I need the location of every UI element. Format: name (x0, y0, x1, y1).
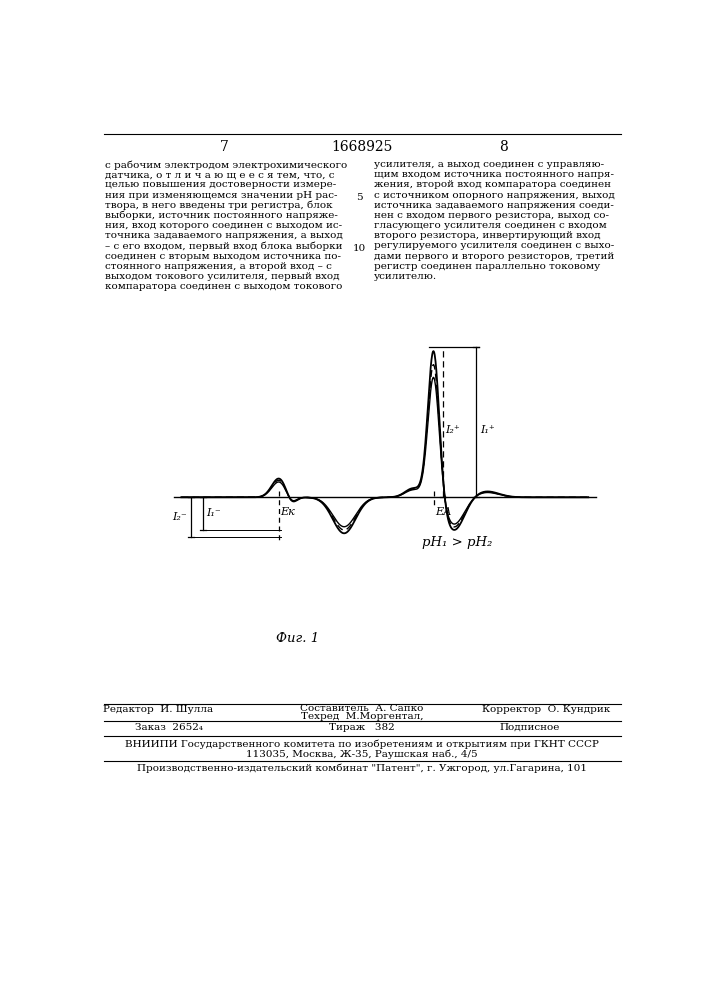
Text: Тираж   382: Тираж 382 (329, 723, 395, 732)
Text: 8: 8 (498, 140, 508, 154)
Text: с рабочим электродом электрохимического: с рабочим электродом электрохимического (105, 160, 348, 170)
Text: усилителю.: усилителю. (373, 272, 437, 281)
Text: выборки, источник постоянного напряже-: выборки, источник постоянного напряже- (105, 211, 339, 220)
Text: ния, вход которого соединен с выходом ис-: ния, вход которого соединен с выходом ис… (105, 221, 343, 230)
Text: – с его входом, первый вход блока выборки: – с его входом, первый вход блока выборк… (105, 241, 343, 251)
Text: источника задаваемого напряжения соеди-: источника задаваемого напряжения соеди- (373, 201, 614, 210)
Text: 7: 7 (220, 140, 228, 154)
Text: Техред  М.Моргентал,: Техред М.Моргентал, (300, 712, 423, 721)
Text: выходом токового усилителя, первый вход: выходом токового усилителя, первый вход (105, 272, 340, 281)
Text: компаратора соединен с выходом токового: компаратора соединен с выходом токового (105, 282, 343, 291)
Text: Корректор  О. Кундрик: Корректор О. Кундрик (481, 705, 609, 714)
Text: I₁⁻: I₁⁻ (206, 508, 221, 518)
Text: I₂⁻: I₂⁻ (172, 512, 187, 522)
Text: твора, в него введены три регистра, блок: твора, в него введены три регистра, блок (105, 201, 333, 210)
Text: Фиг. 1: Фиг. 1 (276, 632, 319, 645)
Text: Редактор  И. Шулла: Редактор И. Шулла (103, 705, 214, 714)
Text: I₂⁺: I₂⁺ (445, 425, 460, 435)
Text: ВНИИПИ Государственного комитета по изобретениям и открытиям при ГКНТ СССР: ВНИИПИ Государственного комитета по изоб… (125, 739, 599, 749)
Text: Производственно-издательский комбинат "Патент", г. Ужгород, ул.Гагарина, 101: Производственно-издательский комбинат "П… (137, 764, 587, 773)
Text: соединен с вторым выходом источника по-: соединен с вторым выходом источника по- (105, 252, 341, 261)
Text: с источником опорного напряжения, выход: с источником опорного напряжения, выход (373, 191, 614, 200)
Text: целью повышения достоверности измере-: целью повышения достоверности измере- (105, 180, 337, 189)
Text: 5: 5 (356, 193, 363, 202)
Text: Заказ  2652₄: Заказ 2652₄ (135, 723, 203, 732)
Text: щим входом источника постоянного напря-: щим входом источника постоянного напря- (373, 170, 614, 179)
Text: регистр соединен параллельно токовому: регистр соединен параллельно токовому (373, 262, 600, 271)
Text: стоянного напряжения, а второй вход – с: стоянного напряжения, а второй вход – с (105, 262, 332, 271)
Text: 113035, Москва, Ж-35, Раушская наб., 4/5: 113035, Москва, Ж-35, Раушская наб., 4/5 (246, 749, 478, 759)
Text: Составитель  А. Сапко: Составитель А. Сапко (300, 704, 423, 713)
Text: 10: 10 (353, 244, 366, 253)
Text: датчика, о т л и ч а ю щ е е с я тем, что, с: датчика, о т л и ч а ю щ е е с я тем, чт… (105, 170, 335, 179)
Text: Подписное: Подписное (500, 723, 561, 732)
Text: 1668925: 1668925 (332, 140, 392, 154)
Text: нен с входом первого резистора, выход со-: нен с входом первого резистора, выход со… (373, 211, 609, 220)
Text: точника задаваемого напряжения, а выход: точника задаваемого напряжения, а выход (105, 231, 343, 240)
Text: Eк: Eк (280, 507, 295, 517)
Text: усилителя, а выход соединен с управляю-: усилителя, а выход соединен с управляю- (373, 160, 604, 169)
Text: дами первого и второго резисторов, третий: дами первого и второго резисторов, трети… (373, 252, 614, 261)
Text: регулируемого усилителя соединен с выхо-: регулируемого усилителя соединен с выхо- (373, 241, 614, 250)
Text: рН₁ > рН₂: рН₁ > рН₂ (421, 536, 492, 549)
Text: второго резистора, инвертирующий вход: второго резистора, инвертирующий вход (373, 231, 600, 240)
Text: I₁⁺: I₁⁺ (480, 425, 495, 435)
Text: жения, второй вход компаратора соединен: жения, второй вход компаратора соединен (373, 180, 611, 189)
Text: гласующего усилителя соединен с входом: гласующего усилителя соединен с входом (373, 221, 607, 230)
Text: ния при изменяющемся значении рН рас-: ния при изменяющемся значении рН рас- (105, 191, 338, 200)
Text: EА: EА (436, 507, 452, 517)
